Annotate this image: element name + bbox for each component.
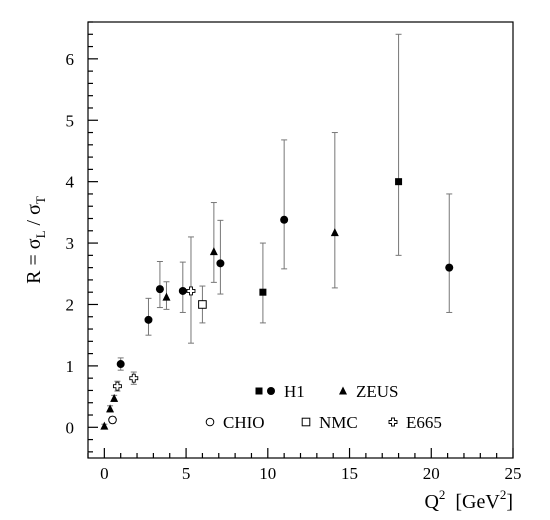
x-axis-title-unit-post: ] [506, 491, 513, 513]
data-point-e665 [186, 286, 196, 296]
x-axis-title-sup: 2 [439, 487, 446, 502]
y-tick-label: 2 [66, 295, 75, 314]
data-point-h1 [155, 285, 164, 294]
data-points [100, 178, 454, 430]
data-point-zeus [106, 404, 115, 413]
y-tick-label: 3 [66, 234, 75, 253]
data-point-e665 [129, 373, 139, 383]
legend-label: H1 [284, 382, 305, 401]
legend-item-h1: H1 [255, 382, 305, 401]
y-axis-title-sub2: T [33, 196, 48, 204]
y-tick-label: 5 [66, 111, 75, 130]
y-axis-title-mid: / σ [23, 204, 45, 231]
legend-item-nmc: NMC [301, 413, 358, 432]
data-point-zeus [100, 421, 109, 430]
data-point-h1 [445, 263, 454, 272]
legend-item-chio: CHIO [205, 413, 265, 432]
y-tick-label: 4 [66, 173, 75, 192]
data-point-nmc [198, 300, 207, 309]
legend: H1 ZEUS CHIO NMC E665 [205, 382, 442, 432]
legend-item-zeus: ZEUS [339, 382, 399, 401]
legend-marker-circle [267, 387, 275, 395]
x-axis-title-unit-sup: 2 [500, 487, 507, 502]
legend-label: ZEUS [356, 382, 399, 401]
y-tick-label: 6 [66, 50, 75, 69]
x-tick-label: 20 [423, 464, 440, 483]
axis-ticks: 0 5 10 15 20 25 0 1 2 3 4 5 6 [66, 21, 522, 483]
y-tick-label: 0 [66, 418, 75, 437]
legend-marker-open-square [301, 417, 311, 427]
legend-label: NMC [319, 413, 358, 432]
data-point-h1 [144, 315, 153, 324]
data-point-h1 [178, 286, 187, 295]
data-point-e665 [112, 381, 122, 391]
y-axis-title-sub1: L [33, 230, 48, 238]
legend-marker-triangle [339, 386, 347, 395]
legend-item-e665: E665 [388, 413, 442, 432]
legend-marker-open-cross [388, 417, 398, 427]
data-point-h1 [259, 288, 267, 296]
error-bars [101, 33, 453, 429]
x-tick-label: 15 [341, 464, 358, 483]
y-axis-title: R = σL / σT [23, 196, 48, 284]
y-tick-label: 1 [66, 357, 75, 376]
x-tick-label: 5 [182, 464, 191, 483]
data-point-h1 [116, 360, 125, 369]
data-point-zeus [110, 393, 119, 402]
legend-label: E665 [406, 413, 442, 432]
data-point-h1 [395, 178, 403, 186]
legend-label: CHIO [223, 413, 265, 432]
data-point-h1 [216, 259, 225, 268]
data-point-chio [108, 415, 117, 425]
legend-marker-square [255, 387, 263, 395]
y-axis-title-prefix: R = σ [23, 238, 45, 284]
x-axis-title: Q2 [GeV2] [424, 487, 513, 513]
legend-marker-open-circle [205, 417, 215, 427]
data-point-zeus [209, 247, 218, 256]
x-axis-title-unit-pre: [GeV [455, 491, 500, 513]
data-point-h1 [280, 215, 289, 224]
x-tick-label: 10 [259, 464, 276, 483]
data-point-zeus [330, 228, 339, 237]
x-tick-label: 25 [505, 464, 522, 483]
x-tick-label: 0 [100, 464, 109, 483]
x-axis-title-main: Q [424, 491, 439, 513]
data-point-zeus [162, 292, 171, 301]
